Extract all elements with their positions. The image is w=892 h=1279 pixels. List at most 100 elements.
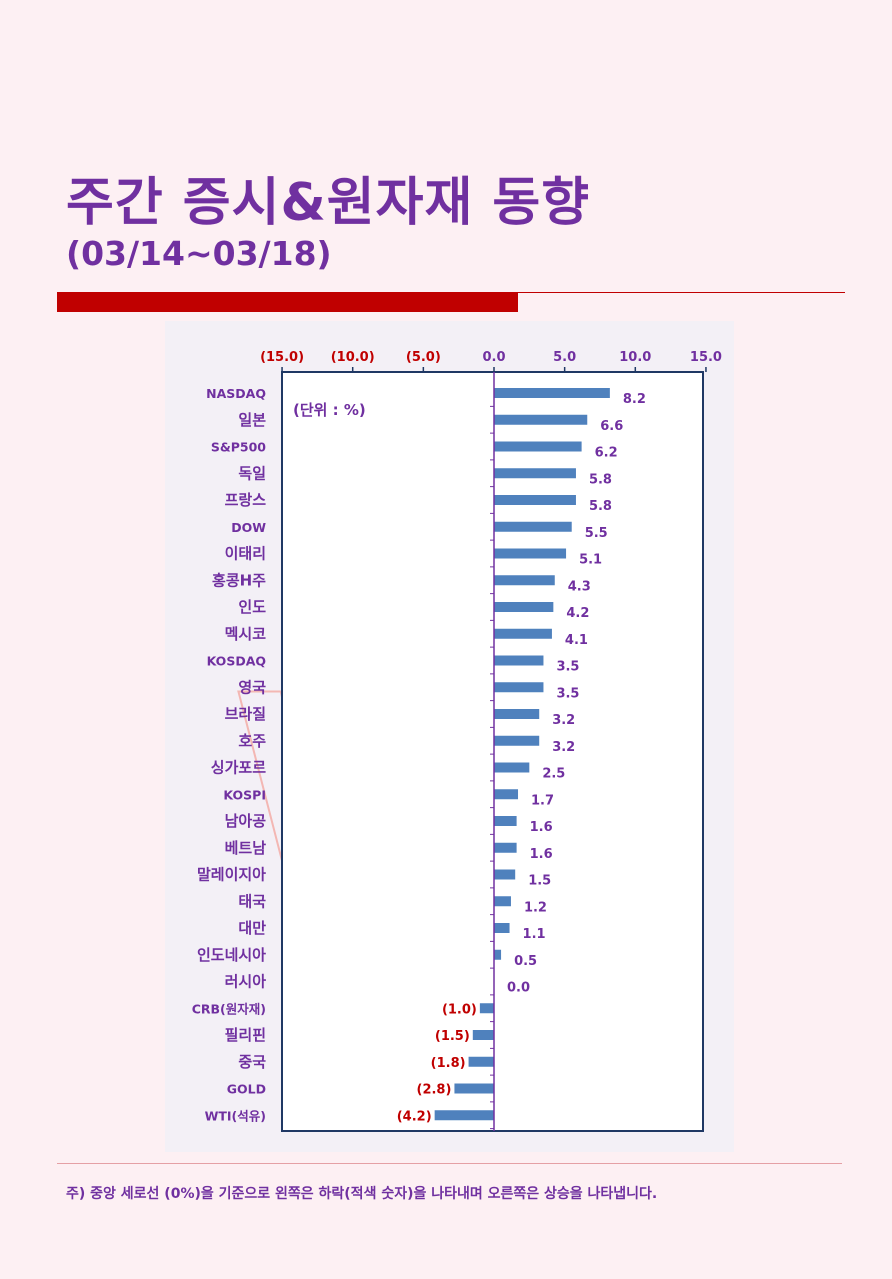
category-label: 이태리	[225, 545, 266, 563]
category-label: KOSDAQ	[207, 654, 266, 669]
data-label: 3.2	[552, 740, 575, 755]
data-label: (1.8)	[431, 1056, 466, 1071]
bar	[434, 1110, 494, 1121]
x-tick-label: 15.0	[690, 350, 722, 365]
data-label: 8.2	[623, 392, 646, 407]
category-label: 대만	[238, 919, 266, 937]
footer-divider	[57, 1163, 842, 1164]
data-label: 4.3	[568, 579, 591, 594]
bar	[494, 789, 519, 800]
data-label: 3.5	[556, 686, 579, 701]
data-label: (1.5)	[435, 1029, 470, 1044]
category-label: 인도	[238, 598, 266, 616]
unit-label: (단위 : %)	[293, 401, 366, 419]
bar	[494, 414, 588, 425]
category-label: DOW	[231, 520, 266, 535]
bar	[494, 548, 567, 559]
bar	[472, 1030, 494, 1040]
category-label: WTI(석유)	[205, 1108, 266, 1123]
data-label: 1.6	[530, 820, 553, 835]
bar	[494, 869, 516, 880]
data-label: 1.7	[531, 793, 554, 808]
data-label: 6.6	[600, 419, 623, 434]
data-label: 1.6	[530, 847, 553, 862]
data-label: 5.5	[585, 526, 608, 541]
data-label: 5.8	[589, 472, 612, 487]
chart-panel: WISC (15.0)(10.0)(5.0)0.05.010.015.0 NAS…	[165, 321, 734, 1152]
category-label: 홍콩H주	[212, 571, 266, 589]
data-label: (1.0)	[442, 1002, 477, 1017]
data-label: 5.1	[579, 553, 602, 568]
x-tick-label: 5.0	[553, 350, 576, 365]
category-label: 인도네시아	[197, 946, 266, 964]
category-label: 멕시코	[225, 625, 267, 643]
data-label: 4.2	[566, 606, 589, 621]
bar-chart: WISC (15.0)(10.0)(5.0)0.05.010.015.0 NAS…	[192, 350, 722, 1132]
data-label: 1.5	[528, 874, 551, 889]
category-label: GOLD	[227, 1082, 266, 1097]
bar	[494, 682, 544, 693]
category-label: 독일	[238, 464, 266, 482]
bar	[454, 1083, 494, 1094]
bar	[494, 735, 540, 746]
category-label: CRB(원자재)	[192, 1001, 266, 1016]
bar	[468, 1056, 494, 1067]
bar	[479, 1003, 494, 1014]
data-label: 1.1	[523, 927, 546, 942]
category-label: 필리핀	[225, 1026, 266, 1044]
data-label: 4.1	[565, 633, 588, 648]
category-label: 싱가포르	[211, 759, 266, 777]
data-label: 6.2	[595, 446, 618, 461]
title-accent-bar	[57, 292, 518, 312]
bar	[494, 655, 544, 666]
page-title: 주간 증시&원자재 동향	[66, 173, 591, 233]
x-tick-label: (5.0)	[406, 350, 441, 365]
bar	[494, 896, 511, 907]
category-label: 베트남	[225, 839, 267, 857]
bar	[494, 816, 517, 826]
category-label: 영국	[238, 678, 266, 696]
title-accent-line	[518, 292, 845, 293]
category-label: 호주	[238, 732, 266, 750]
data-label: 0.0	[507, 981, 530, 996]
bar	[494, 602, 554, 612]
data-label: 3.2	[552, 713, 575, 728]
data-label: (4.2)	[397, 1109, 432, 1124]
bar	[494, 495, 576, 505]
category-label: 태국	[238, 892, 266, 910]
category-label: KOSPI	[223, 787, 266, 802]
category-label: 일본	[238, 411, 266, 429]
x-tick-label: (10.0)	[331, 350, 375, 365]
data-label: 5.8	[589, 499, 612, 514]
category-label: NASDAQ	[206, 386, 266, 401]
bar	[494, 575, 555, 586]
category-label: 중국	[238, 1053, 266, 1071]
data-label: 1.2	[524, 900, 547, 915]
data-label: 0.5	[514, 954, 537, 969]
date-range-subtitle: (03/14~03/18)	[66, 234, 332, 273]
bar	[494, 388, 610, 398]
bar	[494, 441, 582, 452]
bar	[494, 949, 502, 960]
data-label: (2.8)	[417, 1083, 452, 1098]
bar	[494, 468, 576, 479]
category-label: 말레이지아	[197, 866, 266, 884]
category-label: 브라질	[225, 705, 266, 723]
bar	[494, 842, 517, 853]
x-tick-label: 10.0	[619, 350, 651, 365]
category-label: 프랑스	[225, 491, 267, 509]
x-tick-label: 0.0	[482, 350, 505, 365]
x-tick-label: (15.0)	[260, 350, 304, 365]
category-label: 남아공	[225, 812, 267, 830]
category-label: S&P500	[211, 440, 266, 455]
category-label: 러시아	[225, 973, 267, 991]
bar	[494, 521, 572, 532]
bar	[494, 923, 510, 933]
data-label: 3.5	[556, 660, 579, 675]
bar	[494, 762, 530, 773]
footnote: 주) 중앙 세로선 (0%)을 기준으로 왼쪽은 하락(적색 숫자)을 나타내며…	[66, 1186, 658, 1202]
plot-frame	[281, 371, 704, 1132]
data-label: 2.5	[542, 767, 565, 782]
bar	[494, 709, 540, 719]
bar	[494, 628, 552, 639]
